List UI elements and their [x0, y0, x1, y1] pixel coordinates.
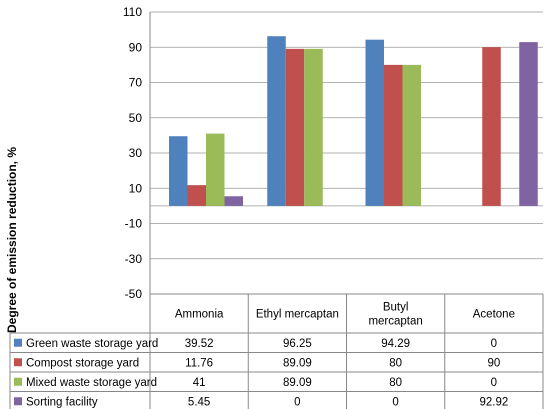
data-table: Ammonia Ethyl mercaptan Butyl mercaptan Acet… — [9, 293, 544, 409]
y-tick-label: 10 — [129, 181, 143, 195]
data-label: 89.09 — [283, 357, 312, 369]
series-name: Green waste storage yard — [26, 338, 158, 350]
bar — [402, 64, 421, 206]
bar — [365, 39, 384, 206]
data-label: 0 — [491, 377, 497, 389]
category-label: Ethyl mercaptan — [256, 309, 339, 321]
bar — [169, 136, 188, 206]
data-label: 80 — [389, 377, 402, 389]
data-label: 96.25 — [283, 338, 312, 350]
y-tick-label: 110 — [123, 5, 142, 19]
data-label: 0 — [294, 396, 300, 408]
data-label: 0 — [392, 396, 398, 408]
data-label: 89.09 — [283, 377, 312, 389]
y-tick-label: -10 — [125, 217, 143, 231]
y-tick-label: 70 — [129, 76, 143, 90]
y-tick-label: -50 — [125, 287, 143, 301]
legend-swatch — [14, 397, 22, 406]
bar — [187, 185, 206, 206]
y-tick-label: -30 — [125, 252, 143, 266]
data-label: 94.29 — [381, 338, 410, 350]
y-tick-label: 50 — [129, 111, 143, 125]
bar — [304, 48, 323, 206]
category-label: mercaptan — [368, 316, 422, 328]
data-label: 92.92 — [479, 396, 508, 408]
y-axis-label: Degree of emission reduction, % — [5, 147, 19, 333]
data-label: 0 — [491, 338, 497, 350]
y-tick-label: 30 — [129, 146, 143, 160]
bar — [384, 64, 403, 206]
data-label: 80 — [389, 357, 402, 369]
data-label: 11.76 — [185, 357, 213, 369]
series-name: Mixed waste storage yard — [26, 377, 157, 389]
data-label: 41 — [193, 377, 206, 389]
bar — [224, 196, 243, 206]
bars — [169, 36, 538, 206]
bar — [285, 48, 305, 206]
bar — [482, 47, 501, 206]
category-label: Ammonia — [175, 309, 224, 321]
bar — [519, 42, 538, 206]
category-label: Butyl — [383, 302, 409, 314]
series-name: Compost storage yard — [26, 357, 139, 369]
y-tick-labels: 110 90 70 50 30 10 -10 -30 -50 — [123, 5, 142, 301]
data-label: 5.45 — [188, 396, 210, 408]
legend-swatch — [14, 377, 22, 386]
category-label: Acetone — [473, 309, 515, 321]
y-tick-label: 90 — [129, 40, 143, 54]
legend-swatch — [14, 358, 22, 367]
bar — [206, 133, 225, 206]
series-name: Sorting facility — [26, 396, 98, 408]
legend-swatch — [14, 338, 22, 347]
data-label: 39.52 — [185, 338, 214, 350]
data-label: 90 — [487, 357, 500, 369]
bar — [267, 36, 286, 206]
